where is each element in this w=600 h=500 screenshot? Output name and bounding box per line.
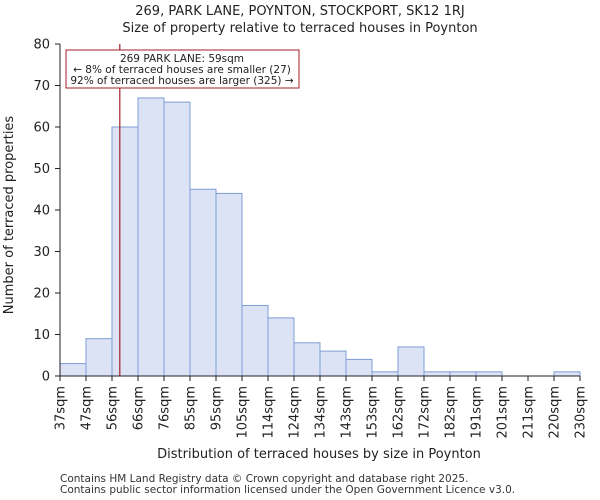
histogram-bar xyxy=(319,350,347,377)
histogram-bar xyxy=(59,363,87,377)
x-tick-label: 47sqm xyxy=(80,386,95,430)
footer-copyright: Contains HM Land Registry data © Crown c… xyxy=(60,473,469,485)
histogram-bar xyxy=(85,338,113,377)
y-tick-label: 40 xyxy=(33,204,50,219)
y-tick-label: 50 xyxy=(33,162,50,177)
chart-subtitle: Size of property relative to terraced ho… xyxy=(122,21,478,36)
histogram-bar xyxy=(423,371,451,377)
x-tick-label: 143sqm xyxy=(340,386,355,439)
histogram-bar xyxy=(163,101,191,377)
x-tick-label: 182sqm xyxy=(444,386,459,439)
histogram-bar xyxy=(241,304,269,377)
y-tick-label: 30 xyxy=(33,245,50,260)
annotation-line-3: 92% of terraced houses are larger (325) … xyxy=(70,75,293,87)
annotation-line-1: 269 PARK LANE: 59sqm xyxy=(120,53,244,65)
histogram-bar xyxy=(111,126,139,377)
histogram-bar xyxy=(137,97,165,377)
histogram-bar xyxy=(553,371,581,377)
histogram-bar xyxy=(397,346,425,377)
y-tick-label: 70 xyxy=(33,79,50,94)
x-tick-label: 191sqm xyxy=(470,386,485,439)
x-tick-label: 220sqm xyxy=(548,386,563,439)
x-tick-label: 56sqm xyxy=(106,386,121,430)
histogram-bar xyxy=(267,317,295,377)
x-tick-label: 134sqm xyxy=(314,386,329,439)
x-tick-label: 153sqm xyxy=(366,386,381,439)
x-tick-label: 95sqm xyxy=(210,386,225,430)
histogram-bar xyxy=(475,371,503,377)
footer-licence: Contains public sector information licen… xyxy=(60,484,516,496)
histogram-bar xyxy=(215,192,243,377)
histogram-bar xyxy=(371,371,399,377)
y-tick-label: 20 xyxy=(33,287,50,302)
y-tick-label: 80 xyxy=(33,38,50,53)
histogram-bar xyxy=(449,371,477,377)
histogram-bar xyxy=(293,342,321,377)
x-tick-label: 85sqm xyxy=(184,386,199,430)
x-tick-label: 66sqm xyxy=(132,386,147,430)
annotation-line-2: ← 8% of terraced houses are smaller (27) xyxy=(73,64,291,76)
marker-annotation: 269 PARK LANE: 59sqm ← 8% of terraced ho… xyxy=(65,49,300,89)
annotation-box xyxy=(65,49,300,89)
x-tick-label: 172sqm xyxy=(418,386,433,439)
y-tick-label: 10 xyxy=(33,328,50,343)
x-tick-label: 105sqm xyxy=(236,386,251,439)
x-tick-label: 201sqm xyxy=(496,386,511,439)
histogram-bar xyxy=(189,188,217,377)
x-tick-label: 114sqm xyxy=(262,386,277,439)
x-tick-label: 124sqm xyxy=(288,386,303,439)
y-tick-label: 60 xyxy=(33,121,50,136)
y-tick-label: 0 xyxy=(42,370,50,385)
x-tick-label: 211sqm xyxy=(522,386,537,439)
x-axis-title: Distribution of terraced houses by size … xyxy=(157,447,481,462)
x-tick-label: 162sqm xyxy=(392,386,407,439)
chart-title: 269, PARK LANE, POYNTON, STOCKPORT, SK12… xyxy=(135,4,465,19)
histogram-bar xyxy=(345,358,373,377)
x-tick-label: 230sqm xyxy=(574,386,589,439)
y-axis-title: Number of terraced properties xyxy=(2,116,17,315)
x-tick-label: 37sqm xyxy=(54,386,69,430)
x-tick-label: 76sqm xyxy=(158,386,173,430)
